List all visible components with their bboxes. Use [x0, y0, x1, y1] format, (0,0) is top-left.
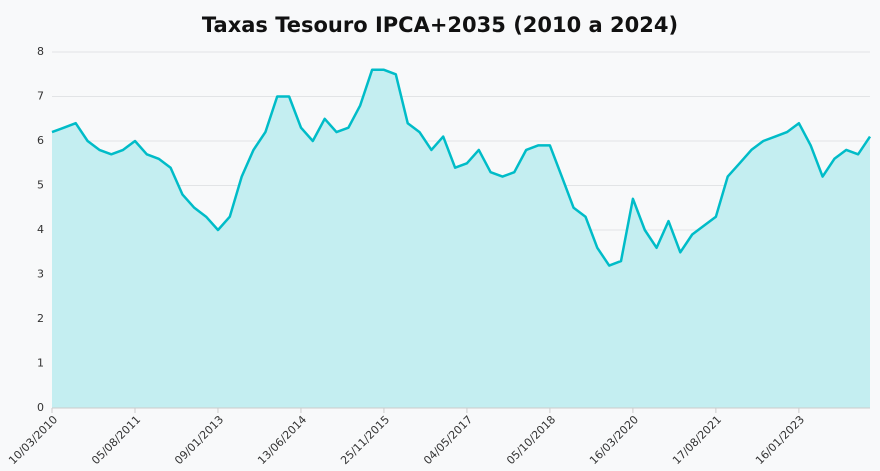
x-tick-label: 09/01/2013 [172, 413, 226, 467]
x-tick-label: 13/06/2014 [255, 413, 309, 467]
x-tick-label: 10/03/2010 [6, 413, 60, 467]
x-tick-label: 17/08/2021 [670, 413, 724, 467]
y-tick-label: 2 [37, 312, 44, 325]
y-tick-label: 1 [37, 357, 44, 370]
line [51, 68, 872, 267]
x-tick-label: 05/08/2011 [89, 413, 143, 467]
x-tick-label: 25/11/2015 [338, 413, 392, 467]
y-tick-label: 0 [37, 401, 44, 414]
x-tick-label: 16/03/2020 [587, 413, 641, 467]
y-tick-label: 5 [37, 179, 44, 192]
x-tick-label: 05/10/2018 [504, 413, 558, 467]
y-tick-label: 6 [37, 134, 44, 147]
area [52, 69, 870, 409]
y-tick-label: 3 [37, 268, 44, 281]
y-tick-label: 4 [37, 223, 44, 236]
y-tick-label: 7 [37, 90, 44, 103]
y-tick-label: 8 [37, 45, 44, 58]
x-tick-label: 04/05/2017 [421, 413, 475, 467]
chart-title: Taxas Tesouro IPCA+2035 (2010 a 2024) [202, 13, 678, 37]
x-tick-label: 16/01/2023 [753, 413, 807, 467]
